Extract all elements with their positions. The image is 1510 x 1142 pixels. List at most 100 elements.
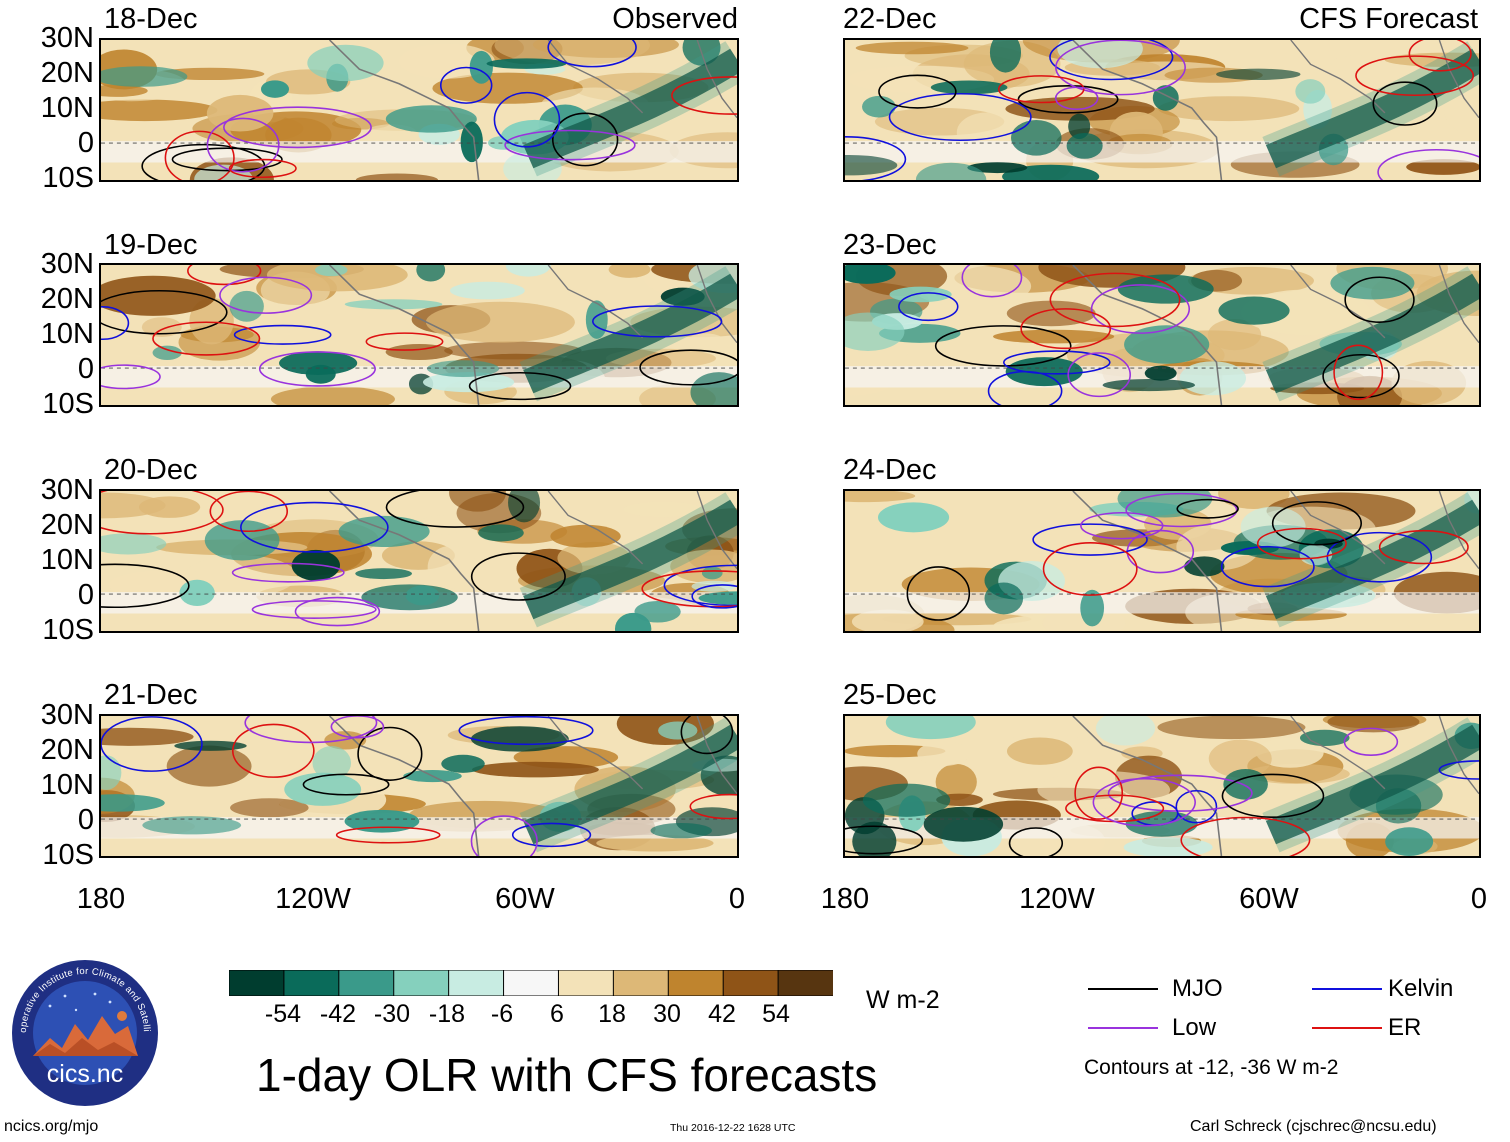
wet-anomaly [312, 746, 352, 780]
panel-date-25-dec: 25-Dec [843, 679, 937, 711]
wave-contour [671, 76, 737, 115]
wet-anomaly [1330, 266, 1415, 300]
colorbar-swatch [612, 969, 670, 997]
lat-label: 0 [77, 127, 94, 159]
dry-anomaly [1207, 319, 1262, 351]
dry-anomaly [101, 727, 194, 746]
wave-contour [223, 106, 372, 149]
wet-anomaly [101, 533, 167, 555]
wave-contour [934, 325, 1072, 367]
panel-date-23-dec: 23-Dec [843, 229, 937, 261]
lon-label: 120W [275, 883, 351, 915]
wave-contour [898, 292, 959, 322]
colorbar-swatch [393, 969, 450, 997]
dry-anomaly [975, 491, 1068, 505]
wet-anomaly [152, 345, 182, 360]
wave-contour [101, 491, 224, 535]
olr-map-19-dec [99, 263, 739, 407]
wave-contour [1092, 777, 1196, 827]
legend-note: Contours at -12, -36 W m-2 [1084, 1056, 1339, 1079]
olr-map-25-dec [843, 714, 1481, 858]
lat-label: 30N [40, 22, 94, 54]
lat-label: 30N [40, 474, 94, 506]
wet-anomaly [460, 121, 483, 163]
wave-contour [551, 112, 619, 167]
coastline [547, 491, 644, 565]
olr-map-24-dec [843, 489, 1481, 633]
olr-map-20-dec [99, 489, 739, 633]
wave-contour [845, 825, 924, 855]
wave-contour [101, 306, 130, 341]
legend-label-low: Low [1172, 1014, 1217, 1041]
lat-label: 10S [42, 388, 94, 420]
wet-anomaly [701, 566, 723, 580]
convective-streak [1265, 499, 1479, 620]
coastline [696, 265, 737, 344]
colorbar-label: -54 [264, 1000, 302, 1028]
wet-anomaly [1095, 716, 1156, 746]
wet-anomaly [174, 740, 247, 751]
lat-label: 20N [40, 734, 94, 766]
dry-anomaly [101, 275, 216, 316]
colorbar-swatch [667, 969, 725, 997]
colorbar-label: 42 [708, 1000, 736, 1028]
lat-label: 0 [77, 353, 94, 385]
lat-label: 30N [40, 699, 94, 731]
wave-contour [1377, 148, 1479, 180]
colorbar-swatch [448, 969, 505, 997]
wave-contour [1221, 773, 1325, 818]
dry-anomaly [1006, 737, 1073, 765]
colorbar-swatch [503, 969, 560, 997]
convective-streak-halo [1262, 266, 1479, 402]
wave-contour [101, 289, 228, 335]
olr-map-23-dec [843, 263, 1481, 407]
dry-anomaly [1406, 159, 1479, 175]
forecast-tag: CFS Forecast [1299, 3, 1478, 35]
dry-anomaly [1158, 96, 1300, 122]
wet-anomaly [204, 520, 280, 561]
lat-label: 10N [40, 318, 94, 350]
wet-anomaly [344, 299, 443, 310]
wave-contour [888, 92, 1032, 142]
wave-contour [101, 364, 161, 390]
dry-anomaly [851, 609, 924, 631]
wave-contour [592, 305, 723, 338]
coastline [1438, 491, 1479, 570]
dry-anomaly [101, 492, 166, 519]
wave-contour [906, 566, 971, 621]
wet-anomaly [284, 772, 362, 806]
wave-contour [171, 147, 283, 172]
wave-contour [302, 773, 390, 796]
dry-anomaly [1330, 55, 1381, 72]
wet-anomaly [885, 716, 976, 740]
wave-contour [1008, 827, 1064, 856]
wet-anomaly [923, 806, 1004, 842]
wave-contour [187, 265, 262, 286]
lat-label: 10S [42, 162, 94, 194]
dry-anomaly [1327, 716, 1420, 733]
wave-contour [1020, 308, 1112, 350]
wave-contour [152, 321, 261, 356]
wet-anomaly [1295, 79, 1326, 104]
lon-label: 0 [728, 883, 746, 915]
wave-contour [504, 129, 636, 161]
dry-anomaly [855, 41, 969, 55]
wave-contour [1175, 789, 1218, 824]
dry-anomaly [166, 745, 252, 787]
lon-label: 180 [76, 883, 126, 915]
wave-contour [294, 596, 381, 627]
wet-anomaly [441, 754, 485, 773]
wave-contour [233, 324, 332, 345]
wave-contour [231, 723, 315, 778]
wet-anomaly [194, 164, 253, 180]
wave-contour [1378, 529, 1469, 565]
panel-date-21-dec: 21-Dec [104, 679, 198, 711]
dry-anomaly [432, 72, 583, 104]
dry-anomaly [270, 386, 395, 405]
lat-label: 30N [40, 248, 94, 280]
wave-contour [101, 563, 190, 609]
wet-anomaly [1124, 325, 1210, 364]
legend-line-low [1088, 1027, 1158, 1029]
wave-contour [1003, 350, 1111, 375]
convective-streak [1265, 724, 1479, 845]
